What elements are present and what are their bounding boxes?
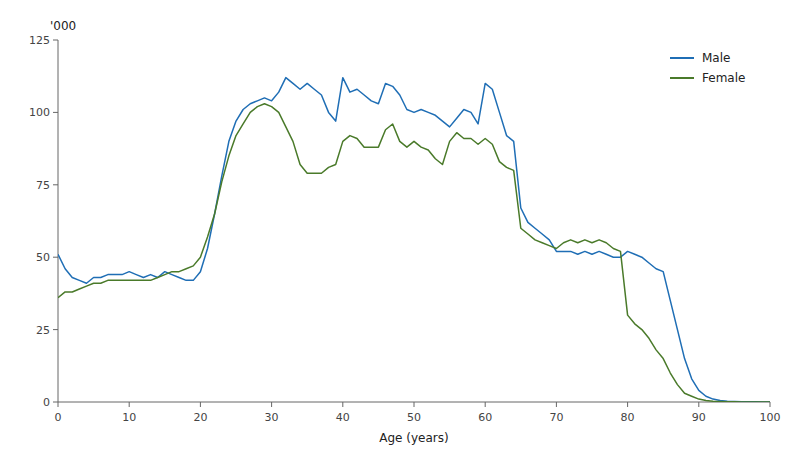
x-tick-label: 100: [760, 411, 781, 424]
series-line: [58, 104, 770, 402]
x-tick: [770, 402, 771, 407]
y-tick: [53, 184, 58, 185]
x-tick-label: 60: [478, 411, 492, 424]
y-tick-label: 0: [43, 396, 50, 409]
x-axis-label: Age (years): [379, 431, 448, 445]
x-tick-label: 80: [621, 411, 635, 424]
plot-area: [58, 78, 770, 402]
y-tick-label: 25: [36, 324, 50, 337]
y-tick: [53, 402, 58, 403]
y-axis-label: '000: [50, 19, 76, 33]
x-tick: [271, 402, 272, 407]
x-tick: [627, 402, 628, 407]
x-tick: [342, 402, 343, 407]
x-tick-label: 0: [55, 411, 62, 424]
x-tick-label: 40: [336, 411, 350, 424]
y-tick-label: 125: [29, 34, 50, 47]
x-tick-label: 30: [265, 411, 279, 424]
x-tick: [556, 402, 557, 407]
x-tick-label: 50: [407, 411, 421, 424]
legend-label: Male: [702, 51, 730, 65]
x-tick: [698, 402, 699, 407]
x-tick: [58, 402, 59, 407]
y-tick: [53, 40, 58, 41]
y-tick-label: 50: [36, 251, 50, 264]
x-tick: [485, 402, 486, 407]
series-line: [58, 78, 770, 402]
y-tick-label: 75: [36, 179, 50, 192]
x-tick-label: 10: [122, 411, 136, 424]
page: {"chart_data": {"type": "line", "x": [0,…: [0, 0, 794, 454]
background: [0, 0, 794, 454]
y-tick: [53, 257, 58, 258]
legend-swatch: [670, 77, 694, 79]
y-tick: [53, 329, 58, 330]
legend-label: Female: [702, 71, 745, 85]
legend-swatch: [670, 57, 694, 59]
x-tick-label: 70: [549, 411, 563, 424]
chart-container: 0 10 20 30 40 50 60 70 80 90 100 0 25 50 75 100 125 Age (…: [0, 0, 794, 454]
y-tick: [53, 112, 58, 113]
x-tick: [129, 402, 130, 407]
axes: 0 10 20 30 40 50 60 70 80 90 100 0 25 50 75 100 125: [29, 34, 781, 424]
y-axis-line: [58, 40, 59, 402]
chart-svg: 0 10 20 30 40 50 60 70 80 90 100 0 25 50 75 100 125 Age (…: [0, 0, 794, 454]
x-tick: [200, 402, 201, 407]
x-tick-label: 90: [692, 411, 706, 424]
legend: Male Female: [670, 51, 745, 85]
y-tick-label: 100: [29, 106, 50, 119]
x-tick-label: 20: [193, 411, 207, 424]
x-tick: [414, 402, 415, 407]
